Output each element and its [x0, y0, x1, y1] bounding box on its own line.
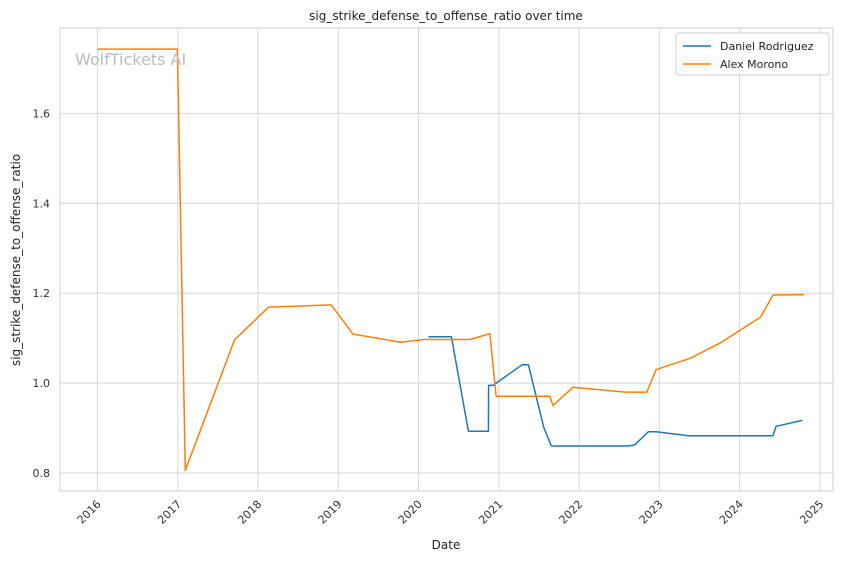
- y-tick-label: 1.6: [33, 107, 51, 120]
- y-tick-label: 1.2: [33, 287, 51, 300]
- x-tick-label: 2024: [717, 498, 746, 527]
- x-tick-label: 2016: [75, 498, 104, 527]
- series-line-1: [97, 48, 804, 472]
- x-tick-label: 2018: [235, 498, 264, 527]
- x-tick-label: 2022: [557, 498, 586, 527]
- y-tick-label: 1.0: [33, 377, 51, 390]
- legend-box: [675, 32, 830, 76]
- x-axis-ticks: 2016 2017 2018 2019 2020 2021 2022 2023 2024 2025: [75, 498, 827, 527]
- y-tick-label: 1.4: [33, 197, 51, 210]
- x-tick-label: 2019: [316, 498, 345, 527]
- y-tick-label: 0.8: [33, 467, 51, 480]
- chart-title: sig_strike_defense_to_offense_ratio over…: [309, 9, 583, 23]
- watermark: WolfTickets AI: [75, 50, 186, 69]
- plot-area: [59, 27, 834, 492]
- y-axis-ticks: 0.8 1.0 1.2 1.4 1.6: [33, 107, 51, 480]
- x-axis-label: Date: [432, 538, 461, 552]
- grid: [60, 28, 833, 491]
- x-tick-label: 2023: [637, 498, 666, 527]
- x-tick-label: 2017: [155, 498, 184, 527]
- x-tick-label: 2020: [396, 498, 425, 527]
- legend-label-0: Daniel Rodriguez: [720, 40, 814, 53]
- legend-label-1: Alex Morono: [720, 58, 788, 71]
- series-line-0: [428, 336, 803, 447]
- x-tick-label: 2021: [476, 498, 505, 527]
- series-layer: [97, 48, 804, 472]
- legend: Daniel Rodriguez Alex Morono: [675, 32, 830, 76]
- x-tick-label: 2025: [797, 498, 826, 527]
- y-axis-label: sig_strike_defense_to_offense_ratio: [9, 154, 23, 366]
